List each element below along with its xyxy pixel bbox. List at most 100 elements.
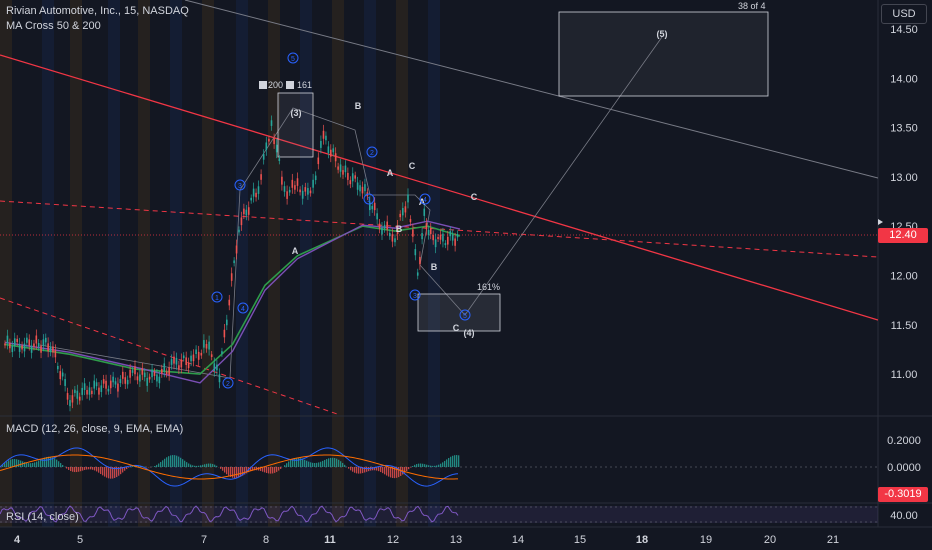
macd-histogram-bar bbox=[292, 458, 294, 467]
rsi-axis[interactable]: 40.00 bbox=[890, 510, 918, 522]
macd-histogram-bar bbox=[112, 467, 114, 479]
candle-body bbox=[373, 202, 376, 211]
macd-histogram-bar bbox=[210, 463, 212, 467]
macd-histogram-bar bbox=[4, 463, 6, 467]
macd-histogram-bar bbox=[266, 467, 268, 474]
upper-trend-line[interactable] bbox=[184, 0, 878, 179]
macd-histogram-bar bbox=[438, 464, 440, 467]
rsi-label[interactable]: RSI (14, close) bbox=[6, 511, 79, 523]
candle-body bbox=[49, 346, 52, 352]
dashed-resistance-line[interactable] bbox=[0, 200, 878, 258]
candle-body bbox=[13, 338, 16, 346]
candle-body bbox=[281, 176, 283, 185]
dashed-support-line[interactable] bbox=[0, 297, 341, 415]
macd-histogram-bar bbox=[196, 465, 198, 467]
macd-histogram-bar bbox=[28, 463, 30, 467]
macd-histogram-bar bbox=[166, 457, 168, 467]
candle-body bbox=[307, 188, 309, 195]
candle-body bbox=[332, 148, 335, 153]
candle-body bbox=[364, 184, 366, 192]
wave-label: (5) bbox=[657, 29, 668, 39]
wave-label: C bbox=[453, 323, 460, 333]
ma-indicator-label[interactable]: MA Cross 50 & 200 bbox=[6, 20, 101, 32]
wave5-target-box[interactable] bbox=[558, 11, 769, 97]
candle-body bbox=[386, 221, 388, 230]
candle-body bbox=[447, 236, 449, 245]
candle-body bbox=[107, 388, 110, 392]
candle-body bbox=[30, 345, 33, 353]
symbol-title[interactable]: Rivian Automotive, Inc., 15, NASDAQ bbox=[6, 5, 189, 17]
currency-button[interactable]: USD bbox=[881, 4, 927, 24]
session-band bbox=[268, 0, 280, 527]
candle-body bbox=[286, 191, 288, 199]
macd-histogram-bar bbox=[376, 467, 378, 471]
wave3-box[interactable] bbox=[277, 92, 314, 158]
current-price-tag: 12.40 bbox=[878, 228, 928, 243]
macd-histogram-bar bbox=[276, 467, 278, 472]
macd-histogram-bar bbox=[312, 462, 314, 467]
wave-circles: 1 2 3 4 5 1 2 3 4 5 bbox=[211, 52, 471, 389]
candle-body bbox=[252, 188, 255, 197]
macd-histogram-bar bbox=[300, 458, 302, 467]
wave-circle-icon bbox=[459, 309, 471, 321]
macd-histogram-bar bbox=[58, 461, 60, 467]
candle-body bbox=[283, 186, 286, 192]
candle-body bbox=[309, 190, 312, 194]
time-tick-label: 18 bbox=[636, 534, 648, 546]
candle-body bbox=[197, 351, 200, 360]
macd-histogram-bar bbox=[252, 467, 254, 471]
wave-circle-icon bbox=[409, 289, 421, 301]
time-axis[interactable]: 4 5 7 8 11 12 13 14 15 18 19 20 21 bbox=[14, 534, 839, 546]
macd-histogram-bar bbox=[458, 455, 460, 467]
candle-body bbox=[213, 363, 216, 371]
candle-body bbox=[175, 357, 178, 365]
wave-label: (4) bbox=[464, 328, 475, 338]
candle-body bbox=[156, 374, 158, 382]
macd-histogram-bar bbox=[46, 456, 48, 467]
candle-body bbox=[126, 379, 129, 385]
candle-body bbox=[317, 157, 320, 165]
candle-body bbox=[337, 166, 339, 170]
moving-averages bbox=[4, 220, 461, 384]
candle-body bbox=[151, 369, 153, 378]
macd-label[interactable]: MACD (12, 26, close, 9, EMA, EMA) bbox=[6, 423, 184, 435]
candle-body bbox=[376, 213, 378, 220]
macd-histogram-bar bbox=[272, 467, 274, 474]
wave-circle-icon bbox=[237, 302, 249, 314]
macd-histogram-bar bbox=[30, 463, 32, 467]
macd-histogram-bar bbox=[384, 467, 386, 475]
wave4-box[interactable] bbox=[417, 293, 501, 332]
macd-histogram-bar bbox=[88, 467, 90, 470]
macd-histogram-bar bbox=[418, 463, 420, 467]
downtrend-line[interactable] bbox=[0, 54, 878, 321]
macd-histogram-bar bbox=[414, 464, 416, 467]
macd-histogram-bar bbox=[68, 467, 70, 470]
macd-histogram-bar bbox=[158, 463, 160, 467]
candle-body bbox=[349, 180, 352, 185]
macd-histogram-bar bbox=[308, 461, 310, 467]
candle-body bbox=[44, 337, 47, 343]
candle-body bbox=[399, 213, 401, 218]
macd-histogram-bar bbox=[164, 458, 166, 467]
macd-histogram-bar bbox=[268, 467, 270, 474]
macd-histogram-bar bbox=[388, 467, 390, 477]
candle-body bbox=[449, 231, 452, 237]
macd-pane bbox=[0, 447, 878, 487]
macd-axis[interactable]: 0.2000 0.0000 bbox=[887, 435, 921, 474]
macd-histogram-bar bbox=[10, 459, 12, 467]
candle-body bbox=[421, 233, 423, 240]
macd-histogram-bar bbox=[286, 463, 288, 467]
price-tick-label: 11.00 bbox=[891, 369, 918, 381]
wave-number: 1 bbox=[367, 197, 371, 204]
candle-body bbox=[124, 377, 127, 384]
candle-body bbox=[109, 380, 112, 389]
candle-body bbox=[389, 232, 391, 237]
macd-histogram-bar bbox=[168, 456, 170, 467]
macd-histogram-bar bbox=[406, 467, 408, 471]
candle-body bbox=[371, 205, 374, 210]
candle-body bbox=[100, 385, 103, 392]
macd-histogram-bar bbox=[240, 467, 242, 477]
